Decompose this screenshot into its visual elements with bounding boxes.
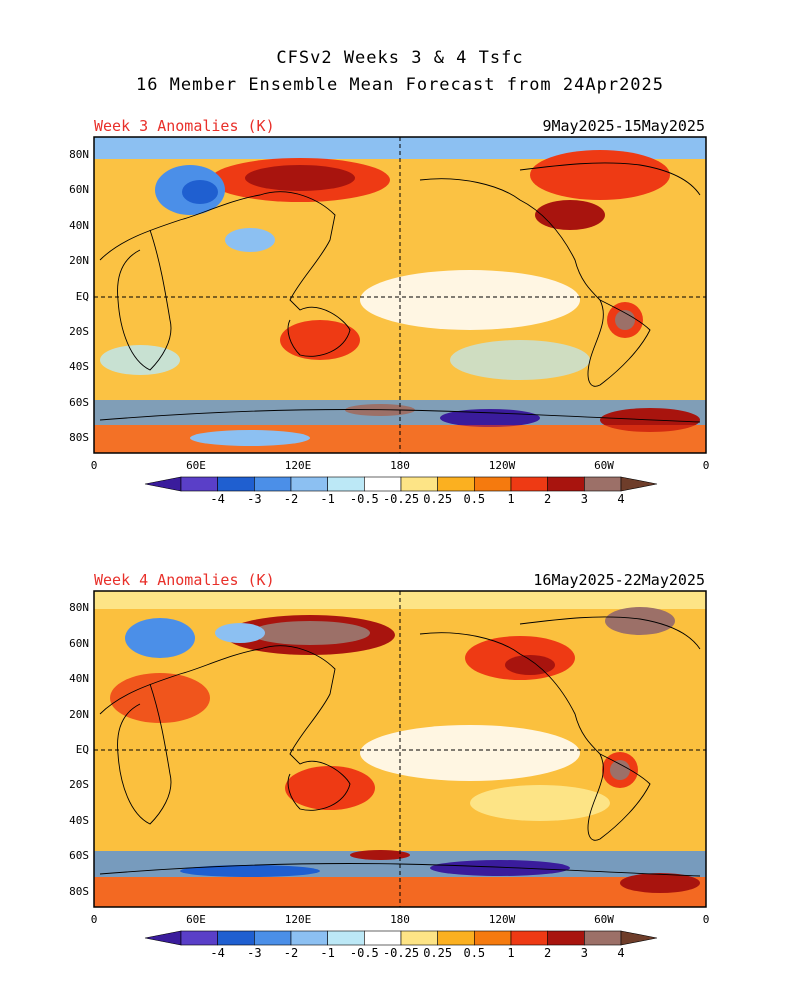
week3-lat-80n: 80N — [69, 148, 89, 161]
week4-lon-60e: 60E — [186, 913, 206, 926]
week3-lon-180: 180 — [390, 459, 410, 472]
week4-lat-80s: 80S — [69, 885, 89, 898]
week4-colorbar-bin — [400, 930, 438, 946]
week3-colorbar-bin — [180, 476, 218, 492]
week3-lon-120w: 120W — [488, 459, 516, 472]
week3-lon-60e: 60E — [186, 459, 206, 472]
week3-colorbar-bin — [510, 476, 548, 492]
week3-colorbar — [144, 476, 658, 492]
week4-colorbar-labels: -4 -3 -2 -1 -0.5 -0.25 0.25 0.5 1 2 3 4 — [0, 946, 800, 962]
week4-colorbar-label: 0.5 — [463, 946, 486, 960]
week4-colorbar-label: 1 — [507, 946, 515, 960]
week4-colorbar-bin — [474, 930, 512, 946]
week3-colorbar-max-arrow — [620, 476, 658, 492]
week3-colorbar-bin — [474, 476, 512, 492]
week4-colorbar-bin — [217, 930, 255, 946]
week4-map — [93, 590, 707, 908]
week4-colorbar-min-arrow — [144, 930, 182, 946]
week3-colorbar-label: -2 — [283, 492, 299, 506]
title-line-2: 16 Member Ensemble Mean Forecast from 24… — [135, 75, 665, 95]
week3-lon-0: 0 — [90, 459, 98, 472]
week3-colorbar-label: -3 — [247, 492, 262, 506]
week4-colorbar-label: 2 — [544, 946, 552, 960]
week3-colorbar-label: -0.5 — [349, 492, 379, 506]
week4-lon-120w: 120W — [488, 913, 516, 926]
week3-colorbar-label: 1 — [507, 492, 515, 506]
week3-colorbar-label: -0.25 — [382, 492, 420, 506]
week4-lon-0: 0 — [90, 913, 98, 926]
week3-dates: 9May2025-15May2025 — [542, 117, 705, 135]
week3-colorbar-bin — [254, 476, 292, 492]
week4-colorbar-label: -2 — [283, 946, 299, 960]
week3-colorbar-bin — [364, 476, 402, 492]
week3-lon-60w: 60W — [594, 459, 614, 472]
week3-colorbar-label: 0.25 — [423, 492, 453, 506]
week3-colorbar-labels: -4 -3 -2 -1 -0.5 -0.25 0.25 0.5 1 2 3 4 — [0, 492, 800, 508]
week3-lat-20s: 20S — [69, 325, 89, 338]
week4-colorbar-bin — [437, 930, 475, 946]
week3-lat-eq: EQ — [75, 290, 89, 303]
title-line-1: CFSv2 Weeks 3 & 4 Tsfc — [276, 48, 524, 68]
week3-lat-60s: 60S — [69, 396, 89, 409]
week3-colorbar-bin — [327, 476, 365, 492]
week4-colorbar-label: 3 — [580, 946, 588, 960]
week4-colorbar-label: -0.5 — [349, 946, 379, 960]
week4-dates: 16May2025-22May2025 — [533, 571, 705, 589]
week4-colorbar-bin — [290, 930, 328, 946]
week4-lat-60n: 60N — [69, 637, 89, 650]
week3-colorbar-label: 2 — [544, 492, 552, 506]
week4-colorbar-label: 4 — [617, 946, 625, 960]
week3-label: Week 3 Anomalies (K) — [94, 117, 275, 135]
week3-colorbar-bin — [290, 476, 328, 492]
week4-colorbar-bin — [180, 930, 218, 946]
week4-lon-60w: 60W — [594, 913, 614, 926]
week3-colorbar-label: 4 — [617, 492, 625, 506]
week4-lon-0-right: 0 — [702, 913, 710, 926]
week3-colorbar-label: 0.5 — [463, 492, 486, 506]
week3-lat-20n: 20N — [69, 254, 89, 267]
week3-colorbar-bin — [437, 476, 475, 492]
week3-colorbar-bin — [584, 476, 622, 492]
week4-colorbar-label: -3 — [247, 946, 262, 960]
week3-lat-80s: 80S — [69, 431, 89, 444]
week4-lon-180: 180 — [390, 913, 410, 926]
week4-colorbar-max-arrow — [620, 930, 658, 946]
week3-colorbar-bin — [547, 476, 585, 492]
week3-map — [93, 136, 707, 454]
week3-colorbar-label: -1 — [320, 492, 335, 506]
week4-lat-20s: 20S — [69, 778, 89, 791]
week4-colorbar-bin — [254, 930, 292, 946]
week4-colorbar-label: -1 — [320, 946, 335, 960]
week3-colorbar-bin — [217, 476, 255, 492]
week4-lat-eq: EQ — [75, 743, 89, 756]
week3-lon-0-right: 0 — [702, 459, 710, 472]
week3-colorbar-bin — [400, 476, 438, 492]
week4-colorbar-label: -4 — [210, 946, 225, 960]
week4-lat-80n: 80N — [69, 601, 89, 614]
week4-colorbar — [144, 930, 658, 946]
week3-colorbar-min-arrow — [144, 476, 182, 492]
week4-colorbar-label: 0.25 — [423, 946, 453, 960]
week4-colorbar-bin — [364, 930, 402, 946]
week4-lon-120e: 120E — [284, 913, 312, 926]
week4-lat-40s: 40S — [69, 814, 89, 827]
week3-lat-40n: 40N — [69, 219, 89, 232]
week3-lat-40s: 40S — [69, 360, 89, 373]
week4-label: Week 4 Anomalies (K) — [94, 571, 275, 589]
week3-lat-60n: 60N — [69, 183, 89, 196]
week3-lon-120e: 120E — [284, 459, 312, 472]
week4-lat-60s: 60S — [69, 849, 89, 862]
week4-colorbar-label: -0.25 — [382, 946, 420, 960]
week3-colorbar-label: -4 — [210, 492, 225, 506]
week4-colorbar-bin — [510, 930, 548, 946]
week3-colorbar-label: 3 — [580, 492, 588, 506]
week4-colorbar-bin — [547, 930, 585, 946]
week4-colorbar-bin — [584, 930, 622, 946]
week4-colorbar-bin — [327, 930, 365, 946]
week4-lat-40n: 40N — [69, 672, 89, 685]
week4-lat-20n: 20N — [69, 708, 89, 721]
week3-coastlines — [99, 162, 701, 423]
